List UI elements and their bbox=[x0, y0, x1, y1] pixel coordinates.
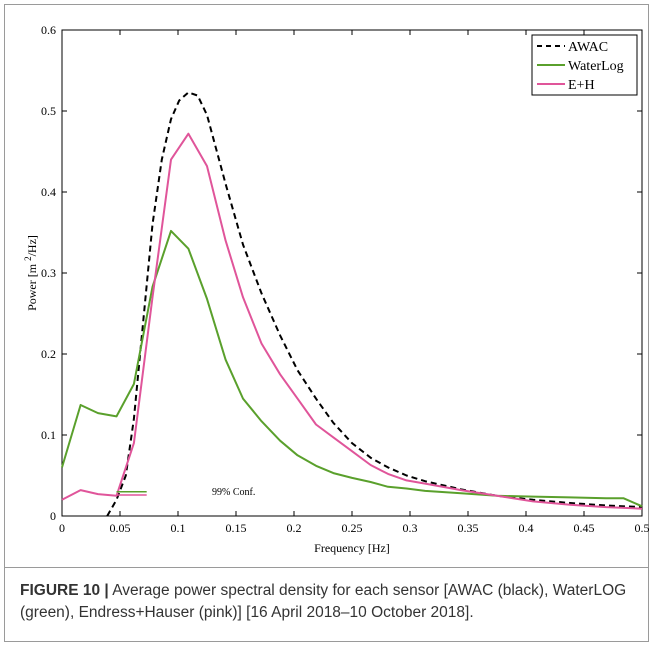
caption-text: Average power spectral density for each … bbox=[20, 582, 627, 621]
y-axis-label-unit: /Hz] bbox=[25, 235, 39, 256]
y-tick-label: 0.1 bbox=[41, 428, 56, 442]
caption-label: FIGURE 10 | bbox=[20, 582, 109, 599]
y-axis-label-superscript: 2 bbox=[23, 256, 33, 261]
series-line-e-h bbox=[61, 132, 643, 510]
confidence-label: 99% Conf. bbox=[212, 487, 255, 498]
x-tick-label: 0.2 bbox=[287, 521, 302, 535]
plot-area bbox=[61, 29, 643, 517]
x-tick-label: 0.05 bbox=[110, 521, 131, 535]
caption-divider bbox=[4, 567, 649, 568]
y-tick-label: 0.5 bbox=[41, 104, 56, 118]
x-tick-label: 0 bbox=[59, 521, 65, 535]
legend-label-waterlog: WaterLog bbox=[568, 59, 624, 74]
y-axis-label-main: Power [m bbox=[25, 261, 39, 311]
series-layer bbox=[61, 91, 643, 517]
confidence-annotation: 99% Conf. bbox=[116, 487, 255, 498]
legend-label-eh: E+H bbox=[568, 78, 595, 93]
x-tick-label: 0.4 bbox=[519, 521, 534, 535]
x-tick-label: 0.5 bbox=[635, 521, 650, 535]
y-axis-label: Power [m 2/Hz] bbox=[23, 235, 39, 311]
x-tick-label: 0.25 bbox=[342, 521, 363, 535]
x-tick-label: 0.15 bbox=[226, 521, 247, 535]
axis-ticks: 0 0.05 0.1 0.15 0.2 0.25 0.3 0.35 0.4 0.45 0.5 0 0.1… bbox=[41, 23, 650, 535]
legend: AWAC WaterLog E+H bbox=[531, 34, 638, 96]
legend-label-awac: AWAC bbox=[568, 40, 608, 55]
y-tick-label: 0.3 bbox=[41, 266, 56, 280]
x-tick-label: 0.3 bbox=[403, 521, 418, 535]
x-tick-label: 0.45 bbox=[574, 521, 595, 535]
x-tick-label: 0.1 bbox=[171, 521, 186, 535]
x-tick-label: 0.35 bbox=[458, 521, 479, 535]
y-tick-label: 0.6 bbox=[41, 23, 56, 37]
y-tick-label: 0.2 bbox=[41, 347, 56, 361]
y-tick-label: 0.4 bbox=[41, 185, 56, 199]
series-line-awac bbox=[106, 91, 643, 517]
x-axis-label: Frequency [Hz] bbox=[314, 541, 390, 555]
y-tick-label: 0 bbox=[50, 509, 56, 523]
series-line-waterlog bbox=[61, 229, 643, 508]
power-spectrum-chart: 0 0.05 0.1 0.15 0.2 0.25 0.3 0.35 0.4 0.45 0.5 0 0.1… bbox=[23, 23, 650, 555]
figure-caption: FIGURE 10 | Average power spectral densi… bbox=[20, 580, 640, 624]
